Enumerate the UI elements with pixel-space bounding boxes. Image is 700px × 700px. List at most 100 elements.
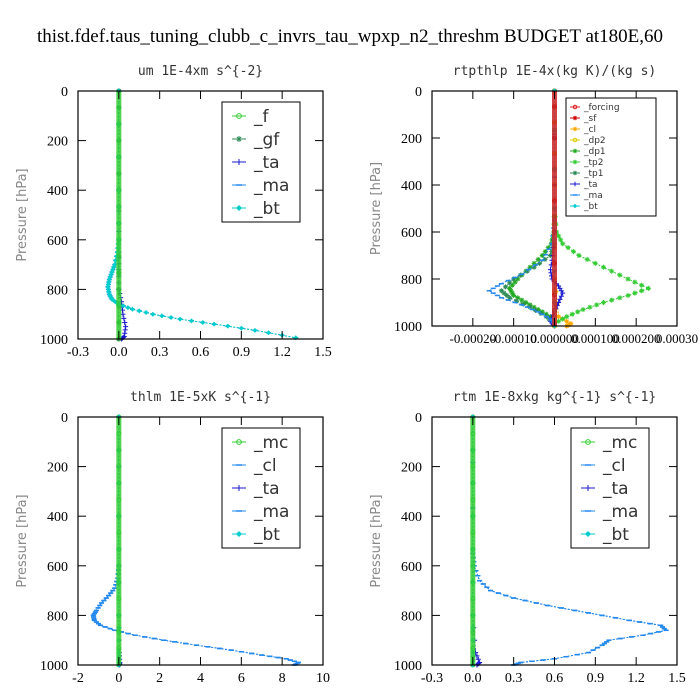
legend-entry: _f <box>253 107 270 127</box>
data-point <box>575 309 581 315</box>
series-line-ma <box>472 417 668 666</box>
zero-line-band <box>116 91 122 339</box>
legend-entry: _bt <box>583 202 598 212</box>
data-point <box>535 307 541 313</box>
data-point <box>571 249 577 255</box>
legend-marker <box>572 159 578 165</box>
y-tick-label: 600 <box>47 234 68 249</box>
series-tp1 <box>498 88 557 327</box>
series-ma <box>90 416 301 666</box>
legend-entry: _tp2 <box>583 158 603 168</box>
data-point <box>587 304 593 310</box>
data-point <box>645 285 651 291</box>
data-point <box>512 279 518 285</box>
x-tick-label: 0.9 <box>587 671 605 686</box>
data-point <box>519 297 525 303</box>
legend-marker <box>572 203 578 209</box>
y-axis-label: Pressure [hPa] <box>15 168 30 261</box>
chart-title: um 1E-4xm s^{-2} <box>138 64 263 79</box>
legend-entry: _tp1 <box>583 169 603 179</box>
data-point <box>538 310 544 316</box>
data-point <box>504 292 510 298</box>
data-point <box>535 256 541 262</box>
data-point <box>143 310 149 316</box>
legend-entry: _bt <box>253 199 280 219</box>
data-point <box>601 300 606 305</box>
legend-marker <box>585 531 591 537</box>
data-point <box>531 260 537 266</box>
x-tick-label: -0.00020 <box>450 331 497 346</box>
data-point <box>569 311 575 317</box>
legend-entry: _ta <box>253 153 280 173</box>
y-tick-label: 600 <box>47 560 68 575</box>
data-point <box>475 661 481 667</box>
legend: _f _gf _ta _ma _bt <box>221 101 301 223</box>
legend-entry: _ma <box>583 191 603 201</box>
legend-marker <box>585 439 591 445</box>
data-point <box>509 282 515 288</box>
legend-entry: _ma <box>253 502 289 522</box>
data-point <box>511 276 517 282</box>
data-point <box>632 279 638 285</box>
data-point <box>159 313 165 319</box>
data-point <box>225 323 231 329</box>
legend: _forcing_sf_cl_dp2_dp1_tp2_tp1_ta_ma_bt <box>565 97 657 217</box>
x-tick-label: 0 <box>115 671 122 686</box>
legend-entry: _dp1 <box>583 147 606 157</box>
y-tick-label: 1000 <box>394 320 422 335</box>
data-point <box>632 290 638 296</box>
data-point <box>557 296 563 302</box>
chart-title: rtm 1E-8xkg kg^{-1} s^{-1} <box>453 390 657 405</box>
x-tick-label: 0.6 <box>192 345 210 360</box>
data-point <box>177 316 183 322</box>
x-tick-label: 1.2 <box>627 671 645 686</box>
x-tick-label: 8 <box>279 671 286 686</box>
data-point <box>542 256 548 262</box>
x-tick-label: 0.000000 <box>530 331 579 346</box>
y-tick-label: 200 <box>47 461 68 476</box>
y-tick-label: 1000 <box>40 333 68 348</box>
y-tick-label: 800 <box>47 609 68 624</box>
data-point <box>527 304 533 310</box>
legend-marker <box>236 205 242 211</box>
data-point <box>501 290 507 296</box>
legend-marker <box>585 485 591 491</box>
data-point <box>120 303 126 309</box>
legend-entry: _ta <box>583 180 598 190</box>
data-point <box>625 276 631 282</box>
data-point <box>523 300 529 305</box>
data-point <box>609 297 615 303</box>
data-point <box>507 295 513 301</box>
data-point <box>617 272 623 278</box>
data-point <box>266 330 272 336</box>
legend-entry: _cl <box>602 456 626 476</box>
series-dp1 <box>507 88 557 327</box>
data-point <box>508 288 514 294</box>
y-tick-label: 200 <box>401 132 422 147</box>
figure-title: thist.fdef.taus_tuning_clubb_c_invrs_tau… <box>37 26 663 47</box>
data-point <box>515 276 521 282</box>
legend-marker <box>572 170 578 176</box>
data-point <box>576 253 582 258</box>
legend-marker <box>572 104 578 110</box>
y-tick-label: 200 <box>47 135 68 150</box>
legend-entry: _ta <box>602 479 629 499</box>
y-tick-label: 600 <box>401 226 422 241</box>
chart-panel-4: rtm 1E-8xkg kg^{-1} s^{-1} Pressure [hPa]… <box>369 390 686 686</box>
chart-panel-1: um 1E-4xm s^{-2} Pressure [hPa] -0.3 0.0 0.3… <box>15 64 332 360</box>
data-point <box>507 280 513 286</box>
x-tick-label: 10 <box>316 671 330 686</box>
legend-entry: _dp2 <box>583 136 606 146</box>
data-point <box>520 301 526 307</box>
y-tick-label: 400 <box>401 179 422 194</box>
data-point <box>592 260 598 266</box>
legend-marker <box>236 531 242 537</box>
x-tick-label: 1.5 <box>314 345 332 360</box>
legend-entry: _bt <box>253 525 280 545</box>
data-point <box>549 249 555 255</box>
zero-line-band <box>552 91 557 326</box>
data-point <box>527 264 533 270</box>
data-point <box>545 245 551 251</box>
legend-marker <box>236 159 242 165</box>
